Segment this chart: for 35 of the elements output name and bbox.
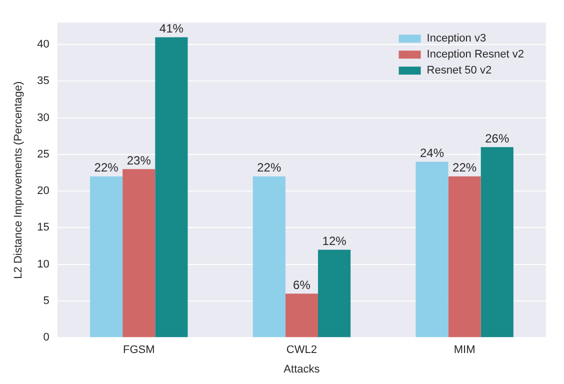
legend-label: Inception Resnet v2 xyxy=(426,48,524,61)
y-tick-label: 15 xyxy=(37,222,50,234)
y-tick-label: 30 xyxy=(37,112,50,124)
x-tick-label: FGSM xyxy=(122,344,155,356)
data-label: 6% xyxy=(293,278,311,292)
legend-label: Resnet 50 v2 xyxy=(426,64,492,77)
y-tick-label: 0 xyxy=(43,332,50,344)
y-tick-label: 40 xyxy=(37,38,50,51)
bar xyxy=(252,176,286,338)
data-label: 41% xyxy=(159,22,184,36)
data-label: 22% xyxy=(452,160,477,175)
y-axis-title: L2 Distance Improvements (Percentage) xyxy=(12,81,25,279)
data-label: 24% xyxy=(420,146,444,160)
data-label: 22% xyxy=(94,160,119,175)
y-tick-label: 5 xyxy=(43,295,50,308)
data-label: 23% xyxy=(126,153,152,168)
y-tick-label: 25 xyxy=(37,148,50,160)
bar xyxy=(480,147,514,338)
x-axis-title: Attacks xyxy=(284,363,320,376)
y-tick-label: 10 xyxy=(37,258,50,270)
bar xyxy=(90,176,123,338)
bar xyxy=(155,37,188,338)
bar xyxy=(318,250,351,338)
bar xyxy=(122,169,156,338)
x-tick-label: MIM xyxy=(454,344,476,356)
data-label: 26% xyxy=(485,131,510,146)
bar xyxy=(285,294,318,338)
data-label: 22% xyxy=(257,160,282,175)
y-tick-label: 35 xyxy=(37,75,50,88)
x-tick-label: CWL2 xyxy=(286,344,317,356)
legend-label: Inception v3 xyxy=(426,32,486,45)
y-tick-label: 20 xyxy=(37,185,50,198)
bar xyxy=(416,162,448,338)
bar xyxy=(448,176,481,338)
data-label: 12% xyxy=(322,234,347,248)
